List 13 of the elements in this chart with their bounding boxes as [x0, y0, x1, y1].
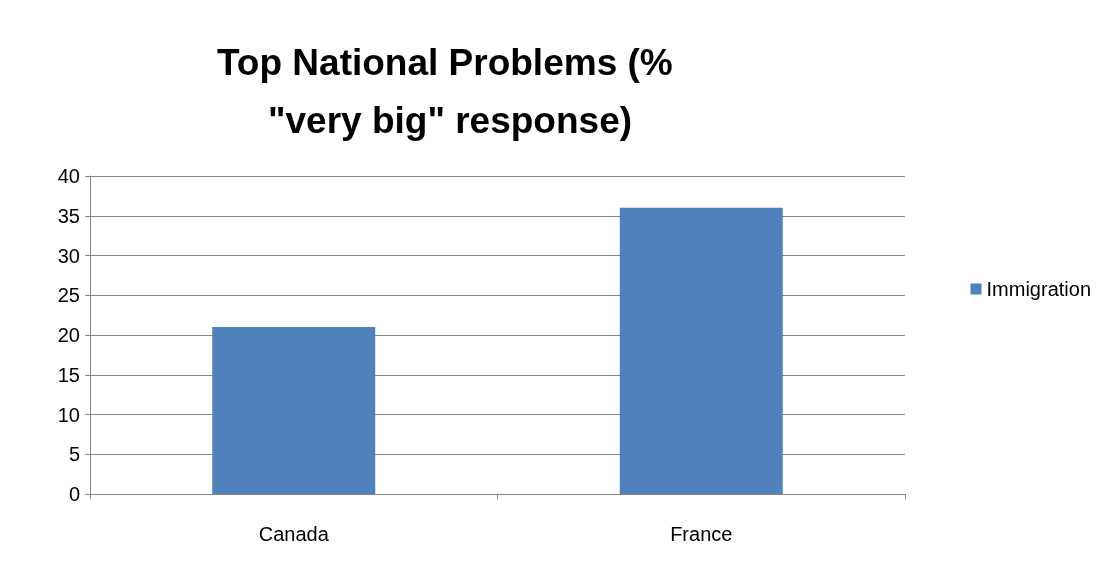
- y-tick-label: 30: [57, 244, 80, 267]
- legend-label: Immigration: [986, 278, 1092, 300]
- y-tick-label: 25: [57, 284, 80, 307]
- x-tick-label: Canada: [258, 523, 330, 545]
- y-tick-label: 20: [57, 324, 80, 346]
- y-tick-label: 10: [57, 403, 80, 426]
- y-tick-label: 0: [68, 483, 80, 505]
- chart-title: Top National Problems (% "very big" response): [217, 41, 683, 141]
- x-tick-label: France: [670, 523, 733, 545]
- y-tick-label: 40: [57, 165, 80, 187]
- y-tick-label: 15: [57, 363, 80, 386]
- y-tick-label: 35: [57, 204, 80, 227]
- y-tick-label: 5: [68, 443, 80, 466]
